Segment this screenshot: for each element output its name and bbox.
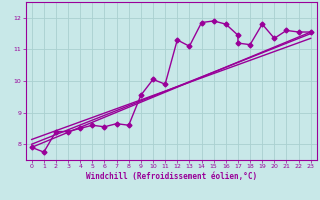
X-axis label: Windchill (Refroidissement éolien,°C): Windchill (Refroidissement éolien,°C) [86,172,257,181]
